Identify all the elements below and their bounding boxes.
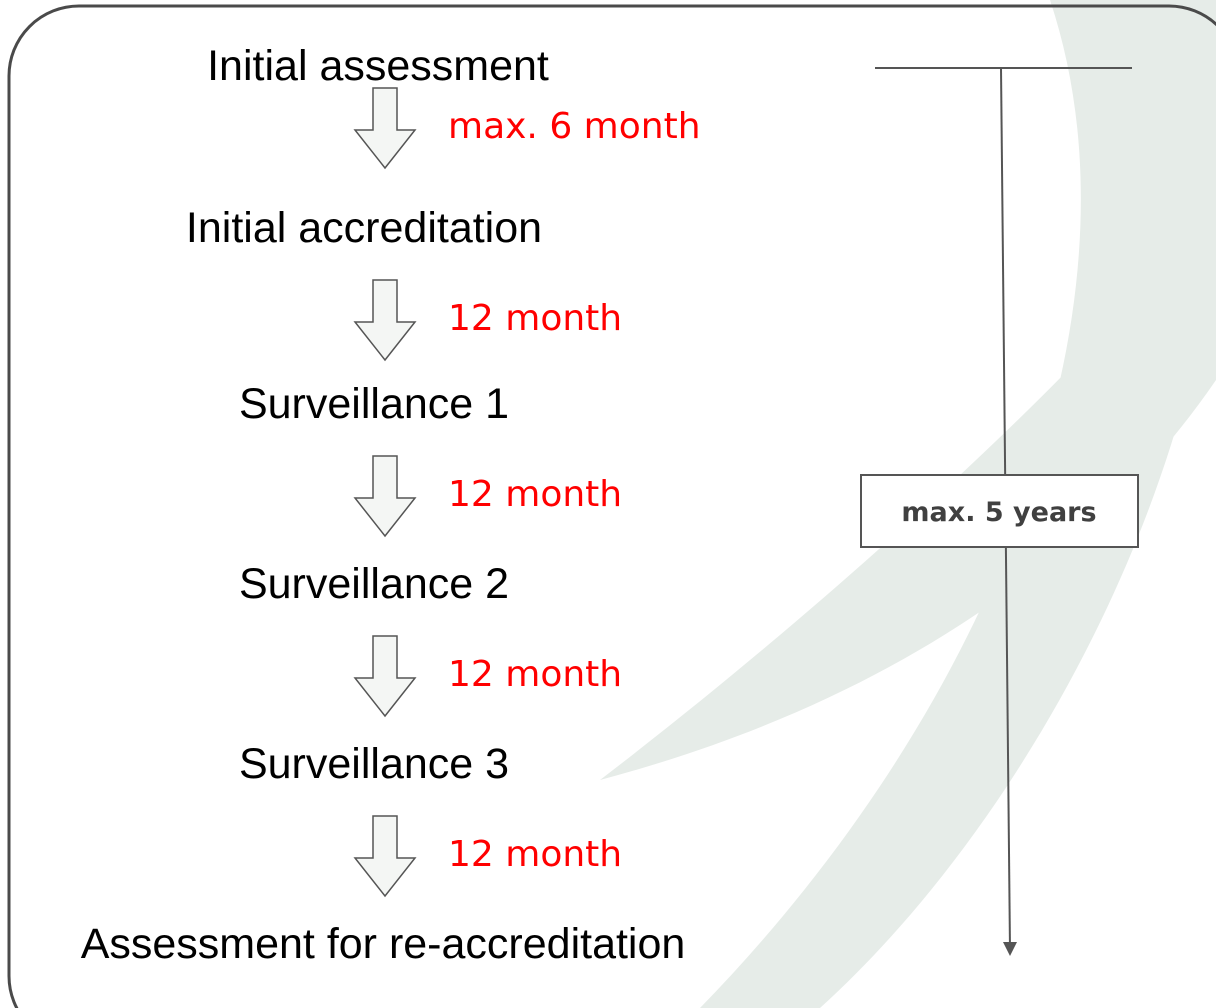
interval-label: 12 month: [448, 298, 622, 339]
interval-label: 12 month: [448, 474, 622, 515]
frame: [7, 4, 1216, 1008]
flow-arrow: [353, 455, 417, 538]
step-label: Surveillance 1: [239, 380, 509, 428]
total-box: [860, 474, 1139, 548]
interval-label: max. 6 month: [448, 106, 701, 147]
interval-label: 12 month: [448, 654, 622, 695]
total-label: max. 5 years: [901, 497, 1096, 528]
flow-arrow: [353, 87, 417, 170]
interval-label: 12 month: [448, 834, 622, 875]
background-swoosh: [700, 0, 1216, 1008]
step-label: Initial assessment: [207, 42, 549, 90]
step-label: Assessment for re-accreditation: [81, 920, 686, 968]
step-label: Surveillance 3: [239, 740, 509, 788]
flow-arrow: [353, 815, 417, 898]
timeline-arrowhead: [1003, 942, 1017, 956]
step-label: Initial accreditation: [186, 204, 542, 252]
flow-arrow: [353, 635, 417, 718]
step-label: Surveillance 2: [239, 560, 509, 608]
flow-arrow: [353, 279, 417, 362]
